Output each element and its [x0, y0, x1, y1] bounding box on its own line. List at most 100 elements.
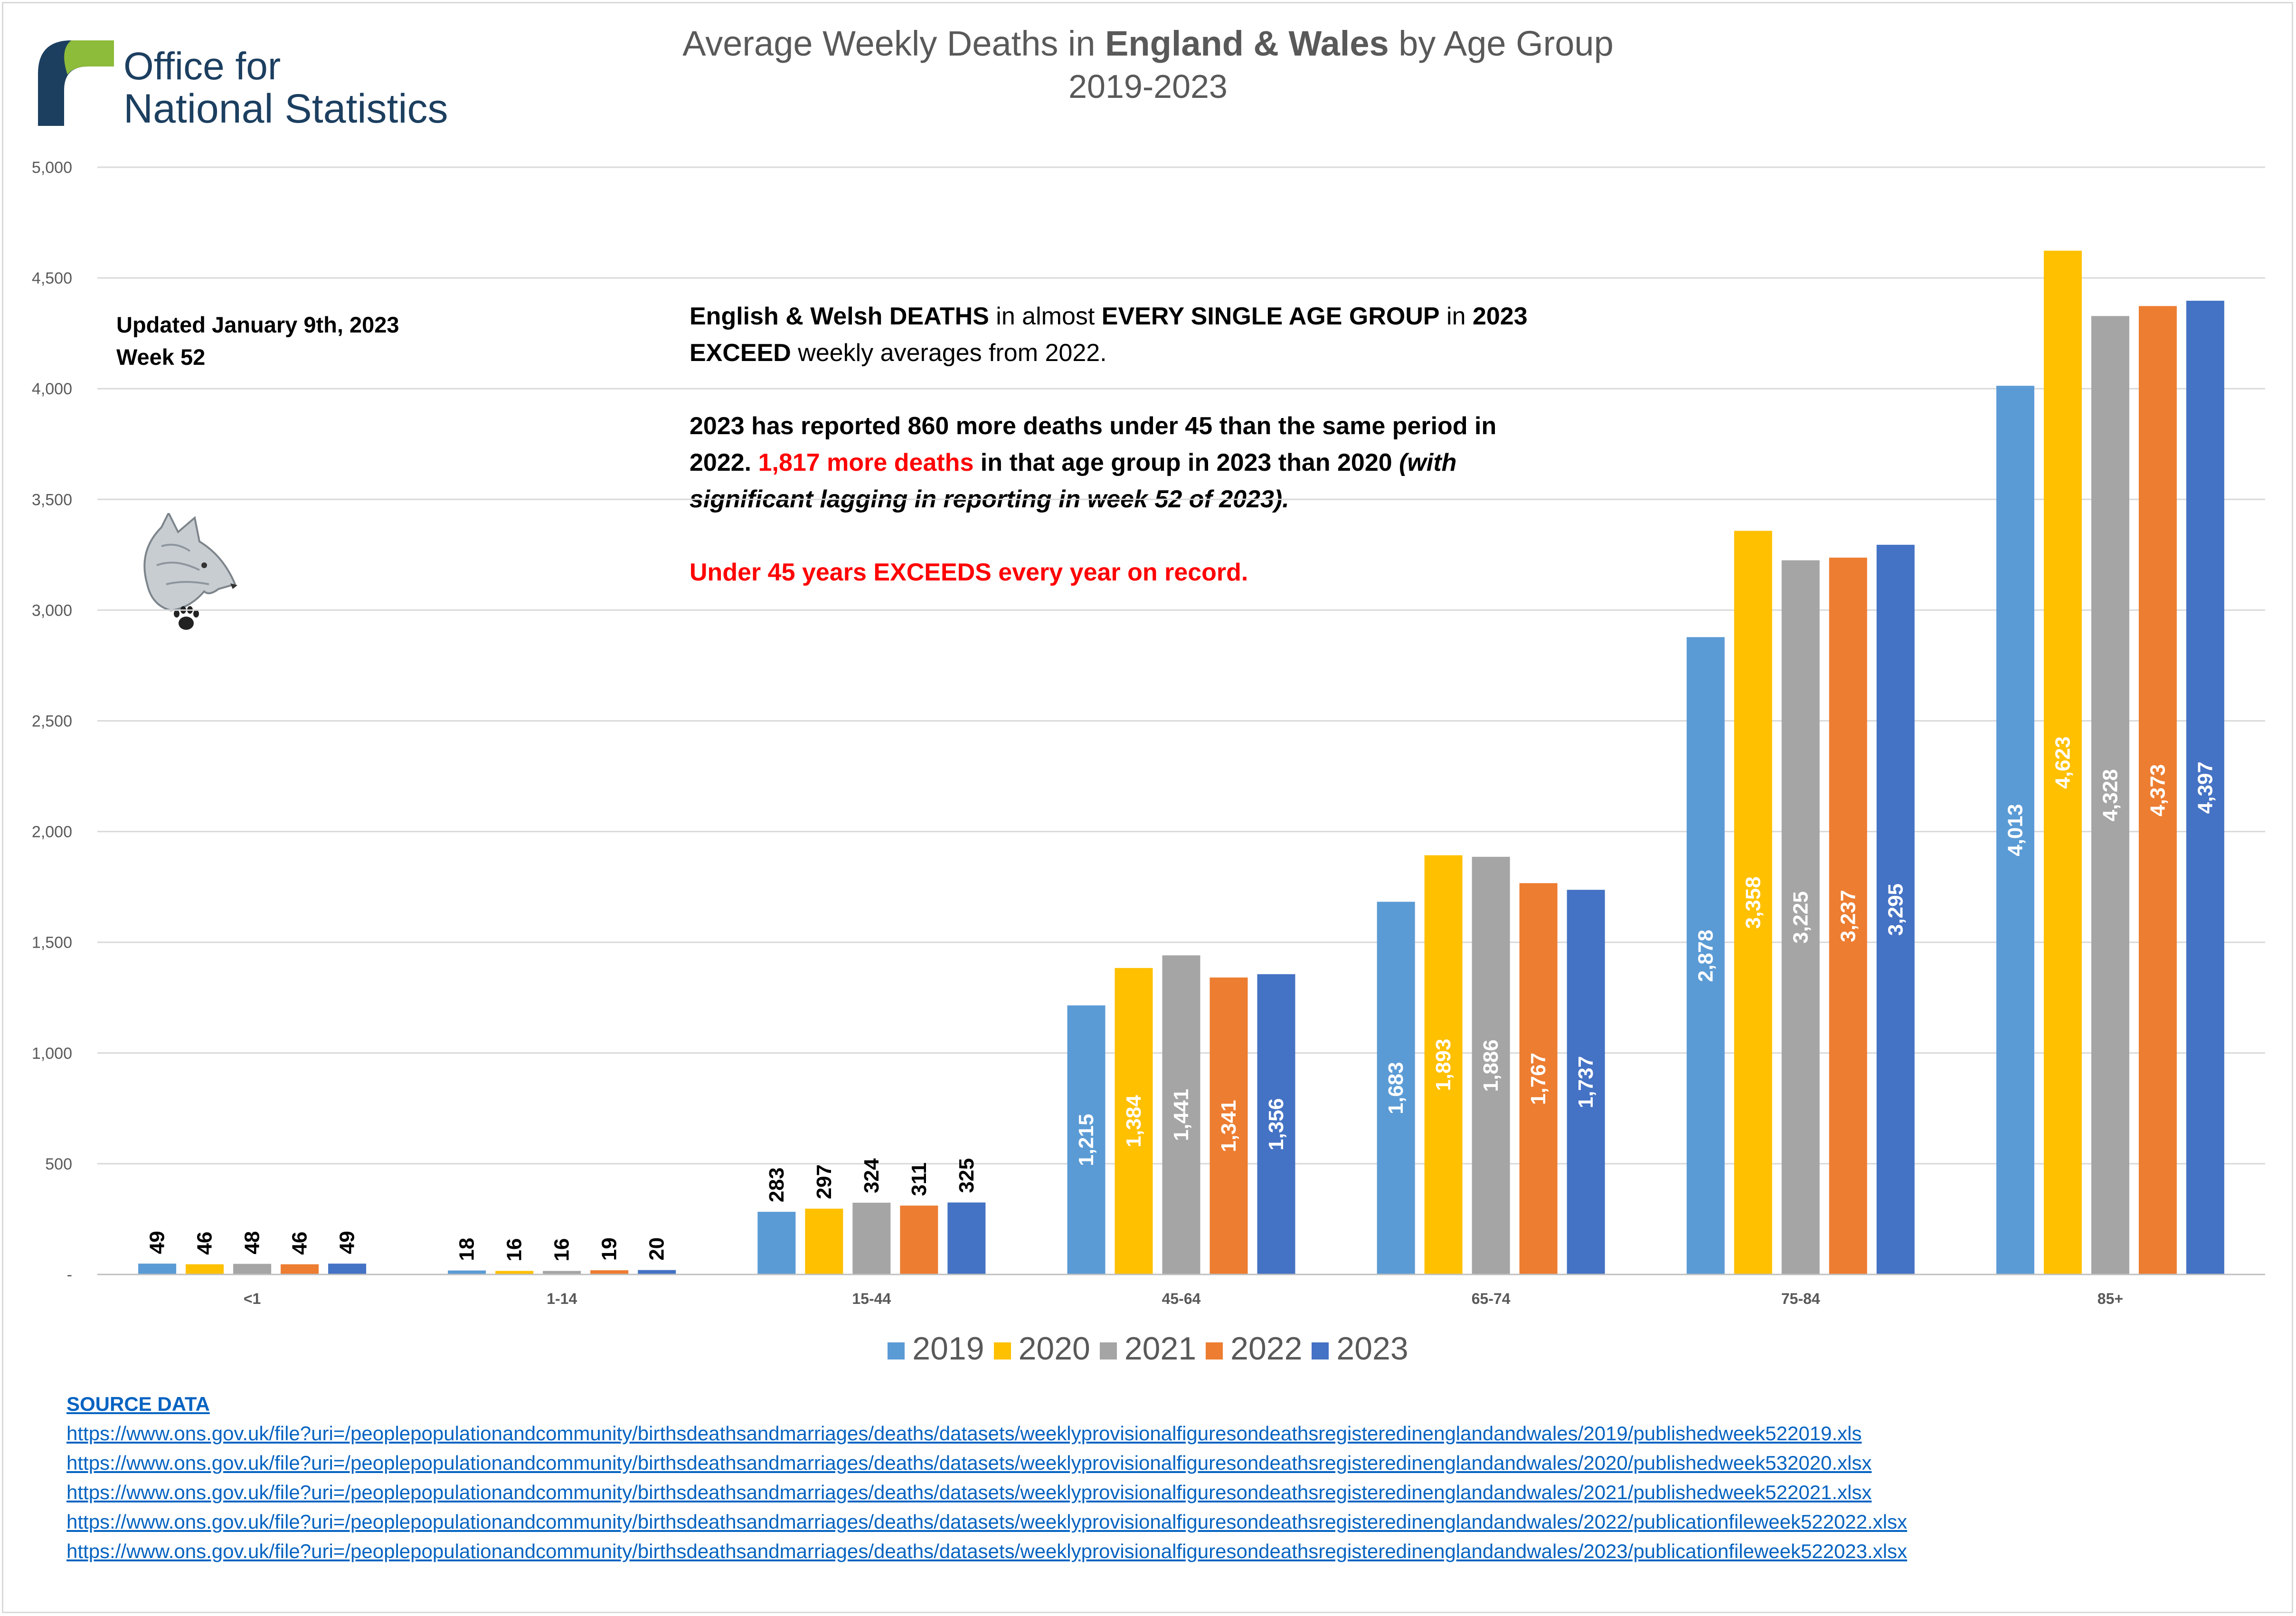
- bar-2019-2: [757, 1212, 796, 1274]
- ons-logo: Office for National Statistics: [38, 40, 448, 135]
- legend-swatch: [1206, 1342, 1223, 1359]
- legend-swatch: [888, 1342, 905, 1359]
- y-tick-label: 1,000: [32, 1045, 72, 1063]
- ons-logo-mark-icon: [38, 40, 114, 126]
- data-label: 325: [955, 1158, 978, 1193]
- x-tick-label: 85+: [2098, 1290, 2123, 1307]
- bar-2021-3: [1162, 955, 1200, 1274]
- source-links: https://www.ons.gov.uk/file?uri=/peoplep…: [66, 1419, 1907, 1566]
- bar-2022-3: [1209, 977, 1248, 1274]
- annotation-p1-part-1: in almost: [989, 303, 1102, 330]
- y-tick-label: -: [67, 1266, 72, 1284]
- source-link[interactable]: https://www.ons.gov.uk/file?uri=/peoplep…: [66, 1511, 1908, 1533]
- data-label: 1,886: [1479, 1039, 1502, 1092]
- data-label: 3,358: [1741, 876, 1765, 929]
- bar-2019-1: [448, 1270, 486, 1274]
- legend-swatch: [1099, 1342, 1117, 1359]
- data-label: 2,878: [1694, 930, 1717, 982]
- legend-item-2019: 2019: [888, 1330, 984, 1367]
- data-label: 4,328: [2098, 769, 2122, 821]
- data-label: 1,893: [1432, 1039, 1455, 1091]
- y-tick-label: 4,500: [32, 269, 72, 287]
- y-tick-label: 3,500: [32, 491, 72, 509]
- legend-label: 2020: [1018, 1331, 1090, 1367]
- data-label: 324: [860, 1158, 883, 1193]
- bar-2021-0: [233, 1264, 272, 1274]
- x-tick-label: 1-14: [547, 1290, 577, 1307]
- y-tick-label: 3,000: [32, 601, 72, 619]
- annotation-p1-part-3: in: [1439, 303, 1473, 330]
- data-label: 46: [193, 1232, 217, 1255]
- annotation-p1-part-0: English & Welsh DEATHS: [690, 303, 989, 330]
- source-link[interactable]: https://www.ons.gov.uk/file?uri=/peoplep…: [66, 1540, 1908, 1562]
- bar-2022-4: [1519, 883, 1558, 1274]
- bar-2021-1: [543, 1271, 581, 1274]
- data-label: 16: [503, 1238, 526, 1262]
- source-title: SOURCE DATA: [66, 1393, 210, 1415]
- data-label: 1,767: [1527, 1053, 1550, 1105]
- bar-2023-0: [328, 1264, 367, 1274]
- bar-2019-4: [1377, 902, 1415, 1274]
- bar-2020-6: [2043, 250, 2082, 1275]
- bar-2020-3: [1115, 968, 1153, 1274]
- data-label: 1,341: [1217, 1100, 1240, 1152]
- updated-date: Updated January 9th, 2023: [116, 312, 399, 337]
- annotation-text: English & Welsh DEATHS in almost EVERY S…: [690, 298, 1544, 627]
- data-label: 4,623: [2051, 736, 2074, 789]
- bar-2023-2: [947, 1202, 986, 1274]
- annotation-paragraph-3: Under 45 years EXCEEDS every year on rec…: [690, 554, 1544, 591]
- y-tick-label: 1,500: [32, 934, 72, 952]
- data-label: 3,237: [1836, 890, 1860, 942]
- data-label: 297: [813, 1164, 836, 1199]
- y-tick-label: 2,500: [32, 713, 72, 731]
- x-tick-label: 45-64: [1162, 1290, 1201, 1307]
- logo-text-line2: National Statistics: [123, 86, 448, 132]
- chart-legend: 2019 2020 2021 2022 2023: [0, 1330, 2296, 1367]
- annotation-p1-part-5: weekly averages from 2022.: [791, 339, 1107, 367]
- bar-2020-4: [1424, 855, 1463, 1274]
- legend-label: 2023: [1336, 1331, 1408, 1367]
- data-label: 49: [146, 1231, 169, 1254]
- bar-2021-5: [1781, 560, 1820, 1274]
- bar-2020-0: [186, 1264, 224, 1274]
- chart-title: Average Weekly Deaths in England & Wales…: [0, 20, 2296, 67]
- data-label: 283: [765, 1168, 788, 1202]
- bar-2023-1: [638, 1270, 676, 1274]
- data-label: 4,397: [2193, 761, 2217, 814]
- data-label: 1,683: [1384, 1062, 1408, 1114]
- data-label: 3,225: [1789, 891, 1812, 943]
- data-label: 3,295: [1884, 884, 1907, 936]
- data-label: 48: [241, 1231, 264, 1255]
- annotation-p1-part-4: 2023 EXCEED: [690, 303, 1528, 367]
- legend-label: 2021: [1124, 1331, 1197, 1367]
- chart-subtitle: 2019-2023: [1068, 68, 1228, 105]
- y-tick-label: 2,000: [32, 823, 72, 841]
- data-label: 46: [288, 1232, 312, 1255]
- annotation-p2-part-1: 1,817 more deaths: [758, 449, 974, 476]
- legend-swatch: [1312, 1342, 1329, 1359]
- bar-2021-2: [852, 1202, 891, 1274]
- x-tick-label: 15-44: [852, 1290, 891, 1307]
- bar-2023-3: [1257, 974, 1295, 1274]
- bar-2020-5: [1734, 531, 1772, 1274]
- annotation-p3-part-0: Under 45 years EXCEEDS every year on rec…: [690, 559, 1248, 586]
- bar-2021-6: [2091, 316, 2129, 1274]
- data-label: 1,384: [1122, 1095, 1145, 1148]
- annotation-paragraph-1: English & Welsh DEATHS in almost EVERY S…: [690, 298, 1544, 371]
- legend-item-2020: 2020: [993, 1330, 1090, 1367]
- title-part-2: by Age Group: [1389, 24, 1614, 63]
- x-tick-label: 65-74: [1472, 1290, 1511, 1307]
- bar-2022-1: [590, 1270, 629, 1274]
- legend-label: 2022: [1230, 1331, 1303, 1367]
- source-link[interactable]: https://www.ons.gov.uk/file?uri=/peoplep…: [66, 1452, 1872, 1474]
- source-link[interactable]: https://www.ons.gov.uk/file?uri=/peoplep…: [66, 1481, 1872, 1503]
- bar-2022-5: [1829, 557, 1867, 1274]
- source-link[interactable]: https://www.ons.gov.uk/file?uri=/peoplep…: [66, 1422, 1862, 1445]
- x-tick-label: 75-84: [1781, 1290, 1820, 1307]
- data-label: 19: [598, 1237, 621, 1261]
- bar-2023-4: [1567, 890, 1605, 1274]
- data-label: 311: [907, 1162, 931, 1196]
- annotation-p2-part-0: 2023 has reported 860 more deaths under …: [690, 412, 1497, 476]
- bar-2021-4: [1472, 856, 1510, 1274]
